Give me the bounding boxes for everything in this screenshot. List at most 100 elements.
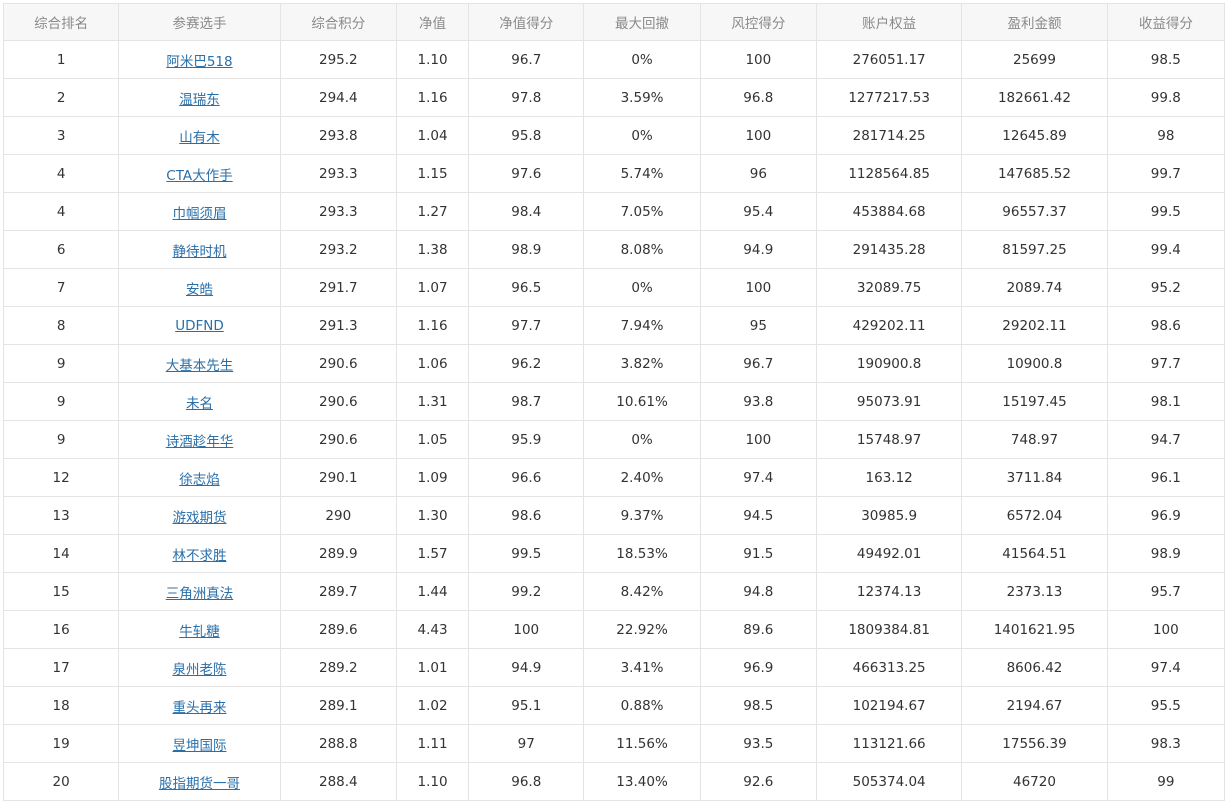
cell-profit-amount: 81597.25 (961, 230, 1108, 269)
table-row: 19 昱坤国际 288.8 1.11 97 11.56% 93.5 113121.66 1755… (2, 724, 1226, 763)
player-link[interactable]: 昱坤国际 (172, 737, 227, 754)
player-link[interactable]: 山有木 (179, 129, 220, 146)
cell-return-score: 99.7 (1106, 154, 1226, 193)
cell-return-score: 99.4 (1106, 230, 1226, 269)
cell-return-score: 95.7 (1106, 572, 1226, 611)
cell-account-equity: 1809384.81 (815, 610, 963, 649)
cell-player: 巾帼须眉 (118, 192, 281, 231)
table-row: 4 CTA大作手 293.3 1.15 97.6 5.74% 96 1128564.85 147… (2, 154, 1226, 193)
column-header-profit-amount: 盈利金额 (961, 3, 1108, 41)
cell-profit-amount: 41564.51 (961, 534, 1108, 573)
cell-net-value-score: 94.9 (468, 648, 585, 687)
cell-max-drawdown: 13.40% (583, 762, 701, 801)
player-link[interactable]: 股指期货一哥 (158, 775, 240, 792)
cell-risk-score: 96.8 (699, 78, 817, 117)
cell-player: 徐志焰 (118, 458, 281, 497)
player-link[interactable]: 林不求胜 (172, 547, 227, 564)
cell-net-value-score: 97.7 (468, 306, 585, 345)
cell-net-value-score: 96.6 (468, 458, 585, 497)
table-row: 15 三角洲真法 289.7 1.44 99.2 8.42% 94.8 12374.13 237… (2, 572, 1226, 611)
cell-total-score: 288.4 (279, 762, 397, 801)
player-link[interactable]: 重头再来 (172, 699, 227, 716)
cell-net-value-score: 99.2 (468, 572, 585, 611)
cell-net-value: 1.16 (395, 78, 470, 117)
cell-net-value-score: 95.8 (468, 116, 585, 155)
cell-account-equity: 453884.68 (815, 192, 963, 231)
cell-player: 重头再来 (118, 686, 281, 725)
player-link[interactable]: 徐志焰 (179, 471, 220, 488)
cell-net-value-score: 99.5 (468, 534, 585, 573)
cell-net-value: 1.10 (395, 762, 470, 801)
cell-max-drawdown: 18.53% (583, 534, 701, 573)
cell-rank: 13 (2, 496, 120, 535)
cell-risk-score: 97.4 (699, 458, 817, 497)
player-link[interactable]: 泉州老陈 (172, 661, 227, 678)
cell-risk-score: 94.8 (699, 572, 817, 611)
cell-total-score: 289.6 (279, 610, 397, 649)
cell-rank: 7 (2, 268, 120, 307)
cell-risk-score: 100 (699, 116, 817, 155)
player-link[interactable]: CTA大作手 (166, 167, 233, 184)
cell-rank: 1 (2, 40, 120, 79)
cell-account-equity: 276051.17 (815, 40, 963, 79)
cell-max-drawdown: 0.88% (583, 686, 701, 725)
cell-return-score: 98.1 (1106, 382, 1226, 421)
cell-risk-score: 98.5 (699, 686, 817, 725)
cell-max-drawdown: 11.56% (583, 724, 701, 763)
cell-player: UDFND (118, 306, 281, 345)
cell-profit-amount: 29202.11 (961, 306, 1108, 345)
cell-profit-amount: 2194.67 (961, 686, 1108, 725)
cell-rank: 15 (2, 572, 120, 611)
player-link[interactable]: UDFND (175, 317, 224, 334)
player-link[interactable]: 牛轧糖 (179, 623, 220, 640)
cell-player: 林不求胜 (118, 534, 281, 573)
cell-return-score: 95.5 (1106, 686, 1226, 725)
cell-return-score: 95.2 (1106, 268, 1226, 307)
cell-player: 大基本先生 (118, 344, 281, 383)
cell-net-value-score: 95.1 (468, 686, 585, 725)
cell-max-drawdown: 10.61% (583, 382, 701, 421)
player-link[interactable]: 诗酒趁年华 (165, 433, 234, 450)
cell-net-value: 1.44 (395, 572, 470, 611)
player-link[interactable]: 未名 (185, 395, 213, 412)
cell-account-equity: 281714.25 (815, 116, 963, 155)
cell-account-equity: 32089.75 (815, 268, 963, 307)
player-link[interactable]: 阿米巴518 (166, 53, 233, 70)
table-row: 17 泉州老陈 289.2 1.01 94.9 3.41% 96.9 466313.25 860… (2, 648, 1226, 687)
cell-total-score: 290.6 (279, 382, 397, 421)
cell-player: 诗酒趁年华 (118, 420, 281, 459)
cell-net-value: 1.10 (395, 40, 470, 79)
cell-profit-amount: 3711.84 (961, 458, 1108, 497)
cell-profit-amount: 748.97 (961, 420, 1108, 459)
cell-total-score: 290.6 (279, 420, 397, 459)
player-link[interactable]: 大基本先生 (165, 357, 234, 374)
cell-return-score: 97.7 (1106, 344, 1226, 383)
cell-profit-amount: 8606.42 (961, 648, 1108, 687)
player-link[interactable]: 静待时机 (172, 243, 227, 260)
player-link[interactable]: 温瑞东 (179, 91, 220, 108)
cell-net-value: 1.05 (395, 420, 470, 459)
cell-account-equity: 95073.91 (815, 382, 963, 421)
cell-net-value: 1.11 (395, 724, 470, 763)
cell-account-equity: 1128564.85 (815, 154, 963, 193)
cell-net-value: 1.15 (395, 154, 470, 193)
cell-total-score: 290.6 (279, 344, 397, 383)
cell-risk-score: 96 (699, 154, 817, 193)
cell-profit-amount: 182661.42 (961, 78, 1108, 117)
cell-risk-score: 95.4 (699, 192, 817, 231)
cell-max-drawdown: 0% (583, 40, 701, 79)
cell-rank: 17 (2, 648, 120, 687)
table-row: 3 山有木 293.8 1.04 95.8 0% 100 281714.25 12645.89 9… (2, 116, 1226, 155)
player-link[interactable]: 巾帼须眉 (172, 205, 227, 222)
cell-player: 股指期货一哥 (118, 762, 281, 801)
cell-rank: 3 (2, 116, 120, 155)
cell-max-drawdown: 5.74% (583, 154, 701, 193)
column-header-account-equity: 账户权益 (815, 3, 963, 41)
player-link[interactable]: 安皓 (185, 281, 213, 298)
player-link[interactable]: 游戏期货 (172, 509, 227, 526)
cell-player: 山有木 (118, 116, 281, 155)
cell-risk-score: 100 (699, 268, 817, 307)
header-row: 综合排名 参赛选手 综合积分 净值 净值得分 最大回撤 风控得分 账户权益 盈利金额 收益得分 (2, 3, 1226, 41)
player-link[interactable]: 三角洲真法 (165, 585, 234, 602)
column-header-total-score: 综合积分 (279, 3, 397, 41)
